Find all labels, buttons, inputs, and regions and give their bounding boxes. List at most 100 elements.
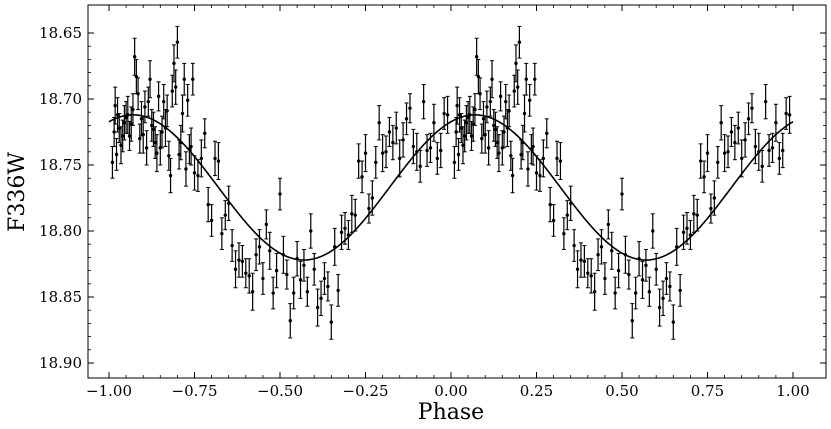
y-axis-label: F336W [5,152,30,232]
data-point [114,138,119,171]
point-marker [784,111,788,116]
data-point [267,231,272,270]
data-point [484,90,489,124]
point-marker [148,77,152,81]
y-tick-label: 18.70 [39,90,82,108]
point-marker [596,253,600,257]
point-marker [268,249,272,253]
data-point [486,130,491,166]
point-marker [244,271,248,275]
point-marker [432,121,436,125]
data-point [532,62,537,96]
point-marker [692,212,696,216]
data-point [137,123,142,154]
data-point [346,219,351,250]
point-marker [616,268,621,273]
data-point [173,69,178,105]
y-tick-label: 18.75 [39,156,82,174]
point-marker [763,99,768,104]
data-point [715,146,720,179]
point-marker [526,167,530,171]
point-marker [661,296,665,301]
data-point [503,83,508,120]
data-point [329,304,334,340]
point-marker [127,134,132,138]
point-marker [599,245,604,249]
data-point [691,194,696,233]
point-marker [633,291,638,295]
x-tick-label: −0.50 [257,382,303,400]
data-point [456,138,461,171]
data-point [664,262,669,295]
point-marker [367,206,371,211]
point-marker [522,111,527,116]
data-point [732,124,737,161]
x-tick-label: 0.00 [434,382,467,400]
point-marker [729,130,734,134]
point-marker [647,290,652,294]
data-point [421,83,426,120]
point-marker [671,320,675,324]
data-point [537,159,542,192]
point-marker [168,173,173,178]
point-marker [722,151,727,155]
point-marker [291,291,296,295]
point-marker [558,159,563,163]
data-point [763,83,768,120]
point-marker [767,148,771,153]
point-marker [220,231,224,236]
data-point [288,303,293,339]
point-marker [709,206,713,211]
data-point [613,276,618,310]
point-marker [695,213,699,217]
data-point [418,149,423,183]
point-marker [209,218,214,223]
point-marker [160,130,164,134]
point-marker [533,77,537,81]
data-point [260,262,265,295]
data-point [572,229,577,262]
point-marker [254,253,258,257]
data-point [510,157,515,194]
data-point [394,111,399,145]
point-marker [698,159,703,163]
data-point [373,146,378,179]
data-point [130,93,135,126]
x-axis-ticks: −1.00 −0.75 −0.50 −0.25 0.00 0.25 0.50 0.75 1.00 [86,5,810,400]
data-point [156,81,161,112]
point-marker [170,89,174,93]
point-marker [507,109,511,113]
data-point [144,130,149,166]
point-marker [753,144,758,149]
data-point [206,186,211,223]
point-marker [112,130,116,134]
point-marker [421,99,426,104]
data-point [192,155,197,191]
point-marker [394,126,398,130]
data-point [183,151,188,187]
point-marker [534,171,539,175]
data-point [787,95,792,134]
point-marker [551,218,556,223]
point-marker [173,85,178,89]
data-point [142,90,147,124]
point-marker [702,175,706,179]
point-marker [264,222,269,227]
data-point [684,212,689,245]
point-marker [278,192,282,196]
data-point [722,134,727,173]
data-point [127,120,132,151]
data-point [519,139,524,170]
point-marker [442,111,446,116]
data-point [271,276,276,310]
data-point [585,258,590,289]
data-point [517,25,522,59]
point-marker [196,173,200,178]
data-point [753,128,758,165]
point-marker [519,152,523,157]
x-tick-label: 0.75 [691,382,724,400]
point-marker [514,61,518,66]
point-marker [216,159,221,163]
x-tick-label: −0.75 [172,382,218,400]
point-marker [485,105,489,109]
